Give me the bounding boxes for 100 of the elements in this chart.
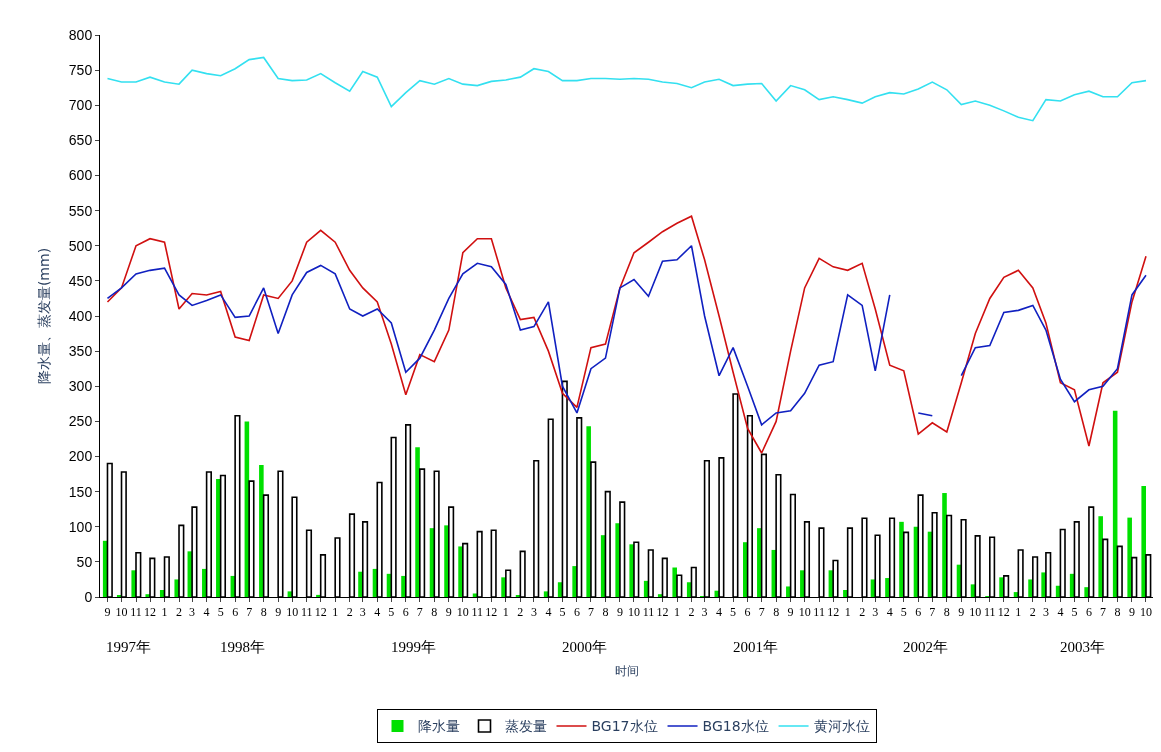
x-tick-label: 4	[203, 605, 210, 620]
y-tick-label: 450	[68, 272, 93, 289]
x-tick-label: 10	[627, 605, 640, 620]
x-tick-label: 2	[688, 605, 695, 620]
legend-label: 蒸发量	[504, 718, 547, 735]
x-tick-label: 12	[656, 605, 669, 620]
bar	[899, 521, 904, 597]
x-tick-label: 7	[758, 605, 765, 620]
x-tick-label: 8	[943, 605, 950, 620]
x-tick-label: 8	[260, 605, 267, 620]
x-tick-label: 9	[1128, 605, 1135, 620]
x-tick-label: 3	[701, 605, 708, 620]
y-tick-label: 150	[68, 483, 93, 500]
x-tick-label: 10	[286, 605, 299, 620]
bar	[657, 594, 663, 597]
x-tick-label: 12	[485, 605, 498, 620]
x-tick-label: 12	[827, 605, 840, 620]
text: 1998年	[220, 639, 265, 655]
x-tick-label: 6	[402, 605, 409, 620]
x-tick-label: 4	[1057, 605, 1064, 620]
line-series	[106, 56, 1147, 122]
x-tick-label: 1	[844, 605, 851, 620]
text: 2002年	[903, 639, 948, 655]
x-tick-label: 9	[616, 605, 623, 620]
y-tick-label: 600	[68, 167, 93, 184]
y-tick-label: 100	[68, 518, 93, 535]
text: 2000年	[562, 639, 607, 655]
y-tick-label: 250	[68, 413, 93, 430]
x-tick-label: 8	[773, 605, 780, 620]
bar	[1141, 486, 1146, 597]
x-tick-label: 12	[997, 605, 1010, 620]
x-tick-label: 11	[130, 605, 142, 620]
x-tick-label: 2	[346, 605, 353, 620]
bar	[543, 591, 549, 597]
x-tick-label: 2	[1029, 605, 1036, 620]
bar	[472, 593, 478, 597]
x-tick-label: 6	[915, 605, 922, 620]
x-tick-label: 8	[602, 605, 609, 620]
x-tick-label: 7	[246, 605, 253, 620]
y-tick-label: 650	[68, 132, 93, 149]
bar	[586, 426, 591, 597]
bar	[942, 493, 947, 597]
x-tick-label: 5	[900, 605, 907, 620]
x-tick-label: 12	[314, 605, 327, 620]
legend-label: 黄河水位	[813, 718, 870, 735]
x-tick-label: 5	[559, 605, 566, 620]
y-tick-label: 550	[68, 202, 93, 219]
x-tick-label: 3	[872, 605, 879, 620]
bar	[1028, 579, 1033, 597]
bar	[1098, 516, 1103, 597]
x-tick-label: 10	[1139, 605, 1152, 620]
legend-label: BG17水位	[591, 718, 658, 735]
text: 2003年	[1060, 639, 1105, 655]
x-tick-label: 11	[813, 605, 825, 620]
x-tick-label: 4	[886, 605, 893, 620]
x-tick-label: 9	[275, 605, 282, 620]
x-tick-label: 7	[929, 605, 936, 620]
x-tick-label: 5	[730, 605, 737, 620]
bar	[786, 586, 791, 597]
y-tick-label: 800	[68, 26, 93, 43]
y-tick-label: 50	[76, 553, 93, 570]
y-tick-label: 200	[68, 448, 93, 465]
x-tick-label: 1	[1015, 605, 1022, 620]
x-tick-label: 10	[969, 605, 982, 620]
x-tick-label: 6	[744, 605, 751, 620]
text: 1997年	[106, 639, 151, 655]
x-tick-label: 1	[674, 605, 680, 620]
bar	[415, 447, 420, 597]
x-tick-label: 6	[1085, 605, 1092, 620]
x-tick-label: 11	[471, 605, 484, 620]
x-tick-label: 8	[431, 605, 438, 620]
bar	[970, 584, 976, 597]
x-tick-label: 3	[530, 605, 537, 620]
x-tick-label: 7	[1099, 605, 1106, 620]
x-tick-label: 2	[859, 605, 866, 620]
x-tick-label: 4	[716, 605, 723, 620]
x-tick-label: 5	[1071, 605, 1078, 620]
y-tick-label: 400	[68, 307, 93, 324]
x-tick-label: 9	[787, 605, 794, 620]
x-tick-label: 10	[456, 605, 469, 620]
x-tick-label: 4	[545, 605, 552, 620]
x-tick-label: 1	[502, 605, 509, 620]
x-tick-label: 3	[359, 605, 366, 620]
x-tick-label: 1	[332, 605, 339, 620]
bar	[174, 579, 180, 597]
legend-label: 降水量	[417, 718, 460, 735]
x-tick-label: 12	[144, 605, 157, 620]
y-tick-label: 500	[68, 237, 93, 254]
x-tick-label: 4	[374, 605, 381, 620]
x-tick-label: 11	[300, 605, 313, 620]
legend-label: BG18水位	[702, 718, 769, 735]
x-tick-label: 1	[161, 605, 168, 620]
x-tick-label: 5	[388, 605, 395, 620]
y-tick-label: 0	[84, 588, 93, 605]
y-tick-label: 750	[68, 62, 93, 79]
x-axis-title: 时间	[614, 664, 639, 679]
x-tick-label: 7	[587, 605, 594, 620]
x-tick-label: 7	[416, 605, 423, 620]
bar	[259, 464, 264, 597]
x-tick-label: 9	[104, 605, 111, 620]
